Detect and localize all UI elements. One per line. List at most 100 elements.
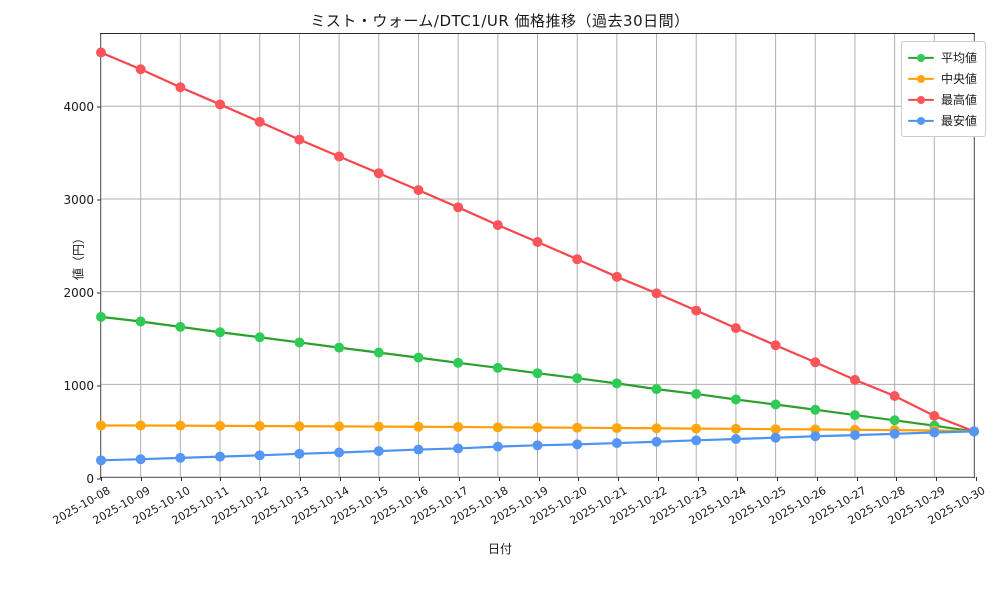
data-point-marker bbox=[215, 451, 226, 462]
data-point-marker bbox=[373, 446, 384, 457]
data-point-marker bbox=[492, 362, 503, 373]
data-point-marker bbox=[254, 332, 265, 343]
x-axis-tick-mark bbox=[220, 477, 222, 481]
data-point-marker bbox=[572, 254, 583, 265]
data-point-marker bbox=[770, 340, 781, 351]
x-axis-tick-mark bbox=[101, 477, 102, 481]
data-point-marker bbox=[651, 436, 662, 447]
data-point-marker bbox=[453, 421, 464, 432]
x-axis-tick-mark bbox=[856, 477, 858, 481]
chart-title: ミスト・ウォーム/DTC1/UR 価格推移（過去30日間） bbox=[310, 12, 690, 30]
data-point-marker bbox=[294, 448, 305, 459]
x-axis-tick-mark bbox=[737, 477, 739, 481]
data-point-marker bbox=[572, 422, 583, 433]
legend-item[interactable]: 最高値 bbox=[907, 89, 977, 110]
y-axis-tick-mark bbox=[97, 478, 101, 480]
data-point-marker bbox=[572, 439, 583, 450]
y-axis-tick-mark bbox=[97, 106, 101, 108]
data-point-marker bbox=[730, 394, 741, 405]
y-axis-tick-label: 3000 bbox=[63, 192, 94, 207]
data-point-marker bbox=[532, 368, 543, 379]
data-point-marker bbox=[254, 116, 265, 127]
data-point-marker bbox=[810, 424, 821, 435]
series-layer bbox=[96, 47, 979, 466]
data-point-marker bbox=[175, 420, 186, 431]
data-point-marker bbox=[770, 399, 781, 410]
legend-item[interactable]: 最安値 bbox=[907, 110, 977, 131]
legend-item[interactable]: 中央値 bbox=[907, 68, 977, 89]
data-point-marker bbox=[929, 410, 940, 421]
x-axis-tick-mark bbox=[458, 477, 460, 481]
y-axis-tick-mark bbox=[97, 199, 101, 201]
data-point-marker bbox=[215, 99, 226, 110]
x-axis-tick-mark bbox=[339, 477, 341, 481]
data-point-marker bbox=[492, 441, 503, 452]
data-point-marker bbox=[96, 311, 106, 322]
data-point-marker bbox=[96, 455, 106, 466]
data-point-marker bbox=[572, 373, 583, 384]
data-point-marker bbox=[215, 420, 226, 431]
data-point-marker bbox=[413, 444, 424, 455]
x-axis-tick-mark bbox=[299, 477, 301, 481]
data-point-marker bbox=[532, 236, 543, 247]
data-point-marker bbox=[135, 454, 146, 465]
data-point-marker bbox=[334, 447, 345, 458]
x-axis-tick-mark bbox=[697, 477, 699, 481]
x-axis-tick-mark bbox=[538, 477, 540, 481]
data-point-marker bbox=[691, 435, 702, 446]
data-point-marker bbox=[294, 134, 305, 145]
x-axis-tick-mark bbox=[379, 477, 381, 481]
data-point-marker bbox=[135, 420, 146, 431]
data-point-marker bbox=[889, 391, 900, 401]
data-point-marker bbox=[889, 415, 900, 426]
data-point-marker bbox=[334, 342, 345, 353]
data-point-marker bbox=[691, 305, 702, 316]
x-axis-tick-mark bbox=[896, 477, 898, 481]
data-point-marker bbox=[691, 423, 702, 434]
data-point-marker bbox=[651, 423, 662, 434]
data-point-marker bbox=[651, 288, 662, 299]
legend-swatch-icon bbox=[907, 115, 934, 127]
x-axis-tick-mark bbox=[498, 477, 500, 481]
data-point-marker bbox=[770, 424, 781, 435]
data-point-marker bbox=[215, 327, 226, 338]
legend-item-label: 中央値 bbox=[940, 72, 977, 86]
data-point-marker bbox=[849, 410, 860, 421]
x-axis-tick-mark bbox=[260, 477, 262, 481]
data-point-marker bbox=[532, 440, 543, 451]
data-point-marker bbox=[413, 352, 424, 363]
legend-item[interactable]: 平均値 bbox=[907, 47, 977, 68]
legend-swatch-icon bbox=[907, 73, 934, 85]
data-point-marker bbox=[334, 421, 345, 432]
x-axis-tick-mark bbox=[578, 477, 580, 481]
data-point-marker bbox=[730, 423, 741, 434]
data-point-marker bbox=[810, 357, 821, 368]
legend-item-label: 最安値 bbox=[940, 114, 977, 128]
data-point-marker bbox=[492, 220, 503, 231]
data-point-marker bbox=[175, 82, 186, 93]
x-axis-tick-mark bbox=[936, 477, 938, 481]
data-point-marker bbox=[532, 422, 543, 433]
data-point-marker bbox=[889, 428, 900, 439]
legend-swatch-icon bbox=[907, 94, 934, 106]
x-axis-tick-mark bbox=[419, 477, 421, 481]
data-point-marker bbox=[849, 374, 860, 385]
data-point-marker bbox=[334, 151, 345, 162]
y-axis-tick-mark bbox=[97, 292, 101, 294]
y-axis-tick-label: 2000 bbox=[63, 285, 94, 300]
x-axis-label: 日付 bbox=[487, 542, 512, 556]
legend-item-label: 平均値 bbox=[940, 51, 977, 65]
x-axis-tick-mark bbox=[777, 477, 779, 481]
data-point-marker bbox=[810, 431, 821, 442]
y-axis-tick-mark bbox=[97, 385, 101, 387]
data-point-marker bbox=[294, 421, 305, 432]
y-axis-tick-label: 4000 bbox=[63, 99, 94, 114]
data-point-marker bbox=[135, 64, 146, 75]
data-point-marker bbox=[175, 321, 186, 332]
data-point-marker bbox=[254, 421, 265, 432]
data-point-marker bbox=[969, 426, 979, 437]
data-point-marker bbox=[492, 422, 503, 433]
data-point-marker bbox=[453, 202, 464, 213]
data-point-marker bbox=[96, 47, 106, 58]
